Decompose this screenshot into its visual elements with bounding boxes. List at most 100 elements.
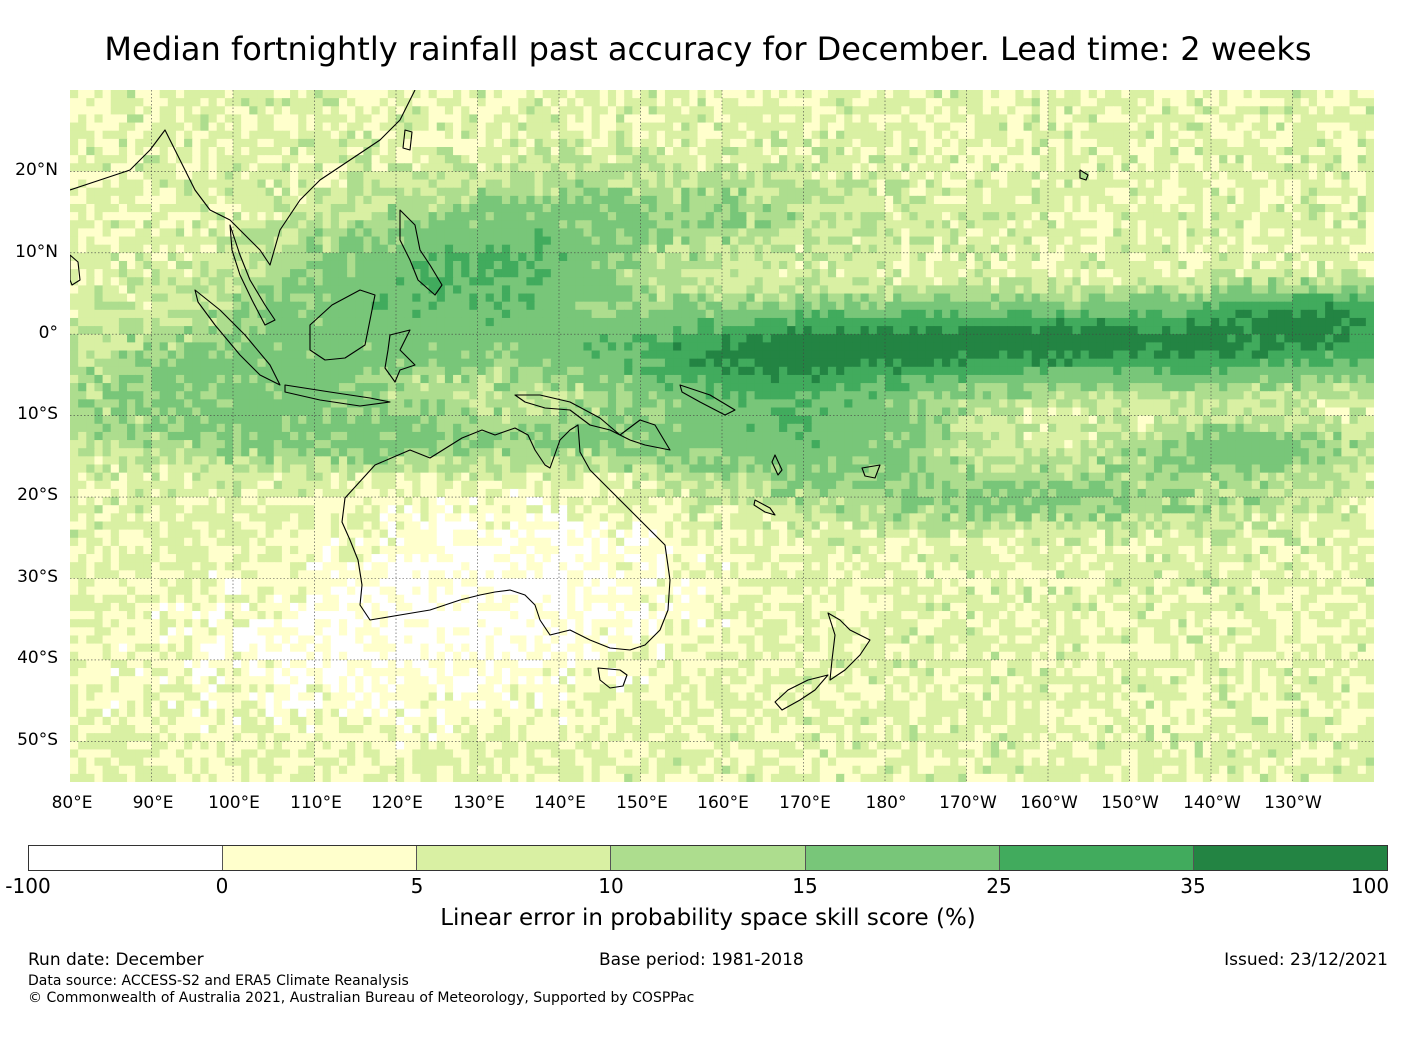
skill-cell — [542, 293, 552, 303]
skill-cell — [648, 122, 658, 132]
skill-cell — [379, 285, 389, 295]
skill-cell — [1007, 155, 1016, 164]
skill-cell — [673, 146, 682, 156]
skill-cell — [1365, 277, 1374, 286]
skill-cell — [1276, 187, 1285, 197]
skill-cell — [355, 138, 364, 148]
skill-cell — [330, 138, 340, 148]
skill-cell — [347, 269, 356, 278]
skill-cell — [591, 138, 601, 148]
skill-cell — [1251, 98, 1261, 107]
skill-cell — [885, 228, 894, 238]
skill-cell — [648, 138, 658, 148]
skill-cell — [469, 260, 479, 270]
skill-cell — [1121, 309, 1131, 319]
skill-cell — [1031, 285, 1041, 295]
skill-cell — [559, 122, 568, 132]
skill-cell — [632, 195, 642, 205]
skill-cell — [1276, 90, 1285, 99]
skill-cell — [200, 285, 210, 295]
skill-cell — [290, 195, 299, 205]
skill-cell — [534, 326, 544, 335]
skill-cell — [893, 203, 902, 213]
skill-cell — [1202, 179, 1212, 189]
skill-cell — [371, 163, 381, 173]
skill-cell — [1227, 228, 1237, 238]
skill-cell — [559, 285, 568, 295]
skill-cell — [966, 163, 976, 173]
skill-cell — [371, 228, 381, 238]
skill-cell — [1308, 114, 1318, 124]
skill-cell — [1039, 138, 1049, 148]
skill-cell — [151, 187, 161, 197]
skill-cell — [974, 277, 984, 286]
skill-cell — [233, 155, 242, 164]
skill-cell — [974, 293, 984, 303]
skill-cell — [175, 195, 185, 205]
skill-cell — [363, 309, 373, 319]
skill-cell — [990, 228, 1000, 238]
skill-cell — [697, 187, 707, 197]
skill-cell — [1292, 122, 1302, 132]
skill-cell — [567, 212, 576, 221]
skill-cell — [567, 269, 576, 278]
skill-cell — [1137, 252, 1147, 262]
skill-cell — [827, 285, 837, 295]
skill-cell — [1113, 220, 1122, 229]
skill-cell — [925, 179, 935, 189]
skill-cell — [722, 269, 731, 278]
skill-cell — [1015, 203, 1025, 213]
skill-cell — [1284, 260, 1294, 270]
skill-cell — [827, 236, 837, 246]
skill-cell — [852, 130, 862, 140]
skill-cell — [273, 122, 283, 132]
skill-cell — [1341, 309, 1351, 319]
skill-cell — [477, 301, 487, 311]
skill-cell — [1105, 317, 1114, 327]
skill-cell — [795, 309, 805, 319]
skill-cell — [624, 106, 633, 116]
skill-cell — [901, 212, 911, 221]
skill-cell — [363, 285, 373, 295]
skill-cell — [607, 179, 617, 189]
skill-cell — [868, 293, 878, 303]
skill-cell — [151, 236, 161, 246]
skill-cell — [485, 106, 495, 116]
skill-cell — [770, 334, 780, 343]
skill-cell — [1088, 285, 1098, 295]
skill-cell — [306, 285, 316, 295]
skill-cell — [966, 106, 976, 116]
skill-cell — [159, 187, 169, 197]
skill-cell — [208, 260, 218, 270]
skill-cell — [616, 326, 625, 335]
skill-cell — [534, 195, 544, 205]
skill-cell — [159, 317, 169, 327]
skill-cell — [1056, 195, 1065, 205]
skill-cell — [762, 130, 772, 140]
skill-cell — [265, 90, 275, 99]
skill-cell — [852, 326, 862, 335]
skill-cell — [713, 244, 723, 254]
skill-cell — [1259, 309, 1269, 319]
skill-cell — [1357, 187, 1367, 197]
skill-cell — [110, 244, 120, 254]
skill-cell — [1202, 260, 1212, 270]
skill-cell — [1080, 114, 1090, 124]
skill-cell — [493, 171, 503, 181]
skill-cell — [1137, 122, 1147, 132]
skill-cell — [673, 309, 682, 319]
skill-cell — [591, 293, 601, 303]
skill-cell — [192, 203, 201, 213]
skill-cell — [1145, 203, 1155, 213]
skill-cell — [1178, 212, 1188, 221]
skill-cell — [1088, 146, 1098, 156]
skill-cell — [852, 163, 862, 173]
skill-cell — [689, 228, 699, 238]
skill-cell — [330, 212, 340, 221]
skill-cell — [396, 122, 405, 132]
skill-cell — [1121, 187, 1131, 197]
skill-cell — [1341, 277, 1351, 286]
skill-cell — [542, 122, 552, 132]
skill-cell — [1007, 236, 1016, 246]
skill-cell — [730, 317, 739, 327]
